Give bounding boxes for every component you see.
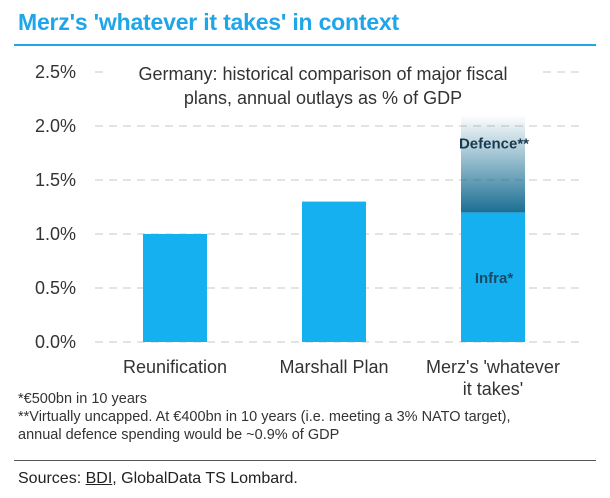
source-divider	[14, 460, 596, 461]
bar-infra	[302, 201, 366, 342]
y-tick-label: 0.0%	[35, 332, 76, 352]
y-tick-label: 2.5%	[35, 62, 76, 82]
footnote-defence: **Virtually uncapped. At €400bn in 10 ye…	[18, 409, 511, 425]
headline-divider	[14, 44, 596, 46]
chart-title-line: plans, annual outlays as % of GDP	[184, 88, 462, 108]
x-tick-label: Merz's 'whatever	[426, 357, 560, 377]
y-tick-label: 0.5%	[35, 278, 76, 298]
x-tick-label: it takes'	[463, 379, 523, 399]
bar-defence	[461, 115, 525, 213]
y-tick-label: 1.5%	[35, 170, 76, 190]
source-link[interactable]: BDI	[85, 470, 113, 487]
chart-headline: Merz's 'whatever it takes' in context	[18, 9, 399, 35]
footnote-infra: *€500bn in 10 years	[18, 391, 147, 407]
footnote-defence-cont: annual defence spending would be ~0.9% o…	[18, 427, 340, 443]
source-prefix: Sources:	[18, 470, 86, 487]
x-tick-label: Marshall Plan	[279, 357, 388, 377]
bar-infra	[143, 234, 207, 342]
source-line: Sources: BDI, GlobalData TS Lombard.	[18, 470, 298, 488]
x-tick-label: Reunification	[123, 357, 227, 377]
bar-infra	[461, 212, 525, 342]
chart-title-background	[103, 61, 543, 109]
y-tick-label: 2.0%	[35, 116, 76, 136]
bar-chart: 0.0% 0.5% 1.0% 1.5% 2.0% 2.5% Infra* Defence**…	[35, 61, 580, 399]
y-tick-label: 1.0%	[35, 224, 76, 244]
segment-label-defence: Defence**	[459, 135, 529, 152]
segment-label-infra: Infra*	[475, 270, 514, 287]
source-suffix: , GlobalData TS Lombard.	[112, 470, 298, 487]
chart-title-line: Germany: historical comparison of major …	[138, 64, 507, 84]
